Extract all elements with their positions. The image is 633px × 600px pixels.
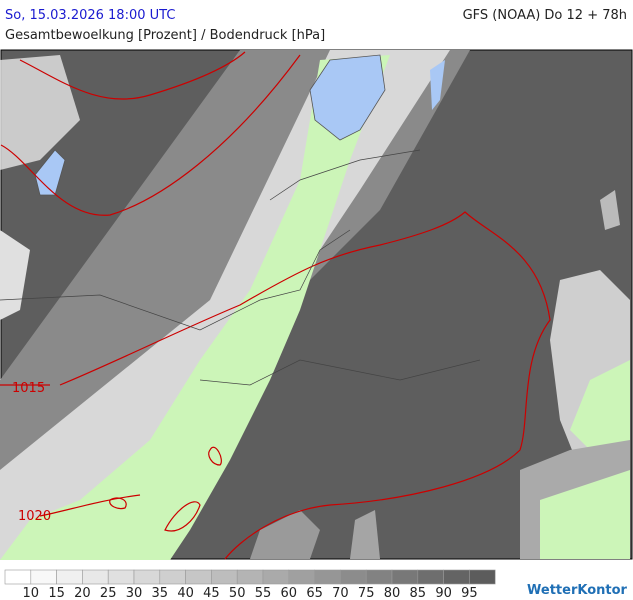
legend-swatch <box>417 569 444 585</box>
isobar-label: 1015 <box>12 381 45 396</box>
legend-swatch <box>340 569 367 585</box>
legend-label: 45 <box>203 586 220 600</box>
isobar-label: 1020 <box>18 509 51 524</box>
legend-swatch <box>30 569 57 585</box>
legend-swatch <box>107 569 135 585</box>
legend-label: 50 <box>229 586 246 600</box>
legend-swatch <box>4 569 32 585</box>
legend: 10 15 20 25 30 35 40 45 50 55 60 65 70 75 80 85 90 95 <box>4 569 496 600</box>
legend-swatch <box>185 569 212 585</box>
legend-label: 90 <box>435 586 452 600</box>
legend-label: 60 <box>281 586 298 600</box>
legend-swatch <box>365 569 393 585</box>
legend-label: 25 <box>100 586 117 600</box>
datetime: So, 15.03.2026 18:00 UTC <box>5 8 175 23</box>
legend-swatch <box>469 569 496 585</box>
map-title: Gesamtbewoelkung [Prozent] / Bodendruck … <box>5 28 325 43</box>
legend-swatch <box>236 569 264 585</box>
legend-swatch <box>288 569 315 585</box>
legend-swatch <box>314 569 341 585</box>
legend-swatch <box>82 569 109 585</box>
legend-label: 35 <box>152 586 169 600</box>
legend-swatch <box>262 569 290 585</box>
map: 1015 1020 <box>0 49 633 560</box>
legend-label: 85 <box>410 586 427 600</box>
legend-swatch <box>211 569 238 585</box>
legend-label: 10 <box>23 586 40 600</box>
legend-swatch <box>133 569 161 585</box>
legend-label: 80 <box>384 586 401 600</box>
legend-label: 75 <box>358 586 375 600</box>
legend-swatch <box>391 569 419 585</box>
legend-label: 65 <box>306 586 323 600</box>
legend-swatch <box>56 569 83 585</box>
legend-label: 55 <box>255 586 272 600</box>
legend-label: 40 <box>177 586 194 600</box>
brand: WetterKontor <box>527 583 628 598</box>
model-run: GFS (NOAA) Do 12 + 78h <box>463 8 627 23</box>
legend-label: 20 <box>74 586 91 600</box>
legend-label: 70 <box>332 586 349 600</box>
legend-swatch <box>159 569 186 585</box>
legend-label: 30 <box>126 586 143 600</box>
legend-label: 15 <box>48 586 65 600</box>
legend-label: 95 <box>461 586 478 600</box>
legend-swatch <box>443 569 470 585</box>
